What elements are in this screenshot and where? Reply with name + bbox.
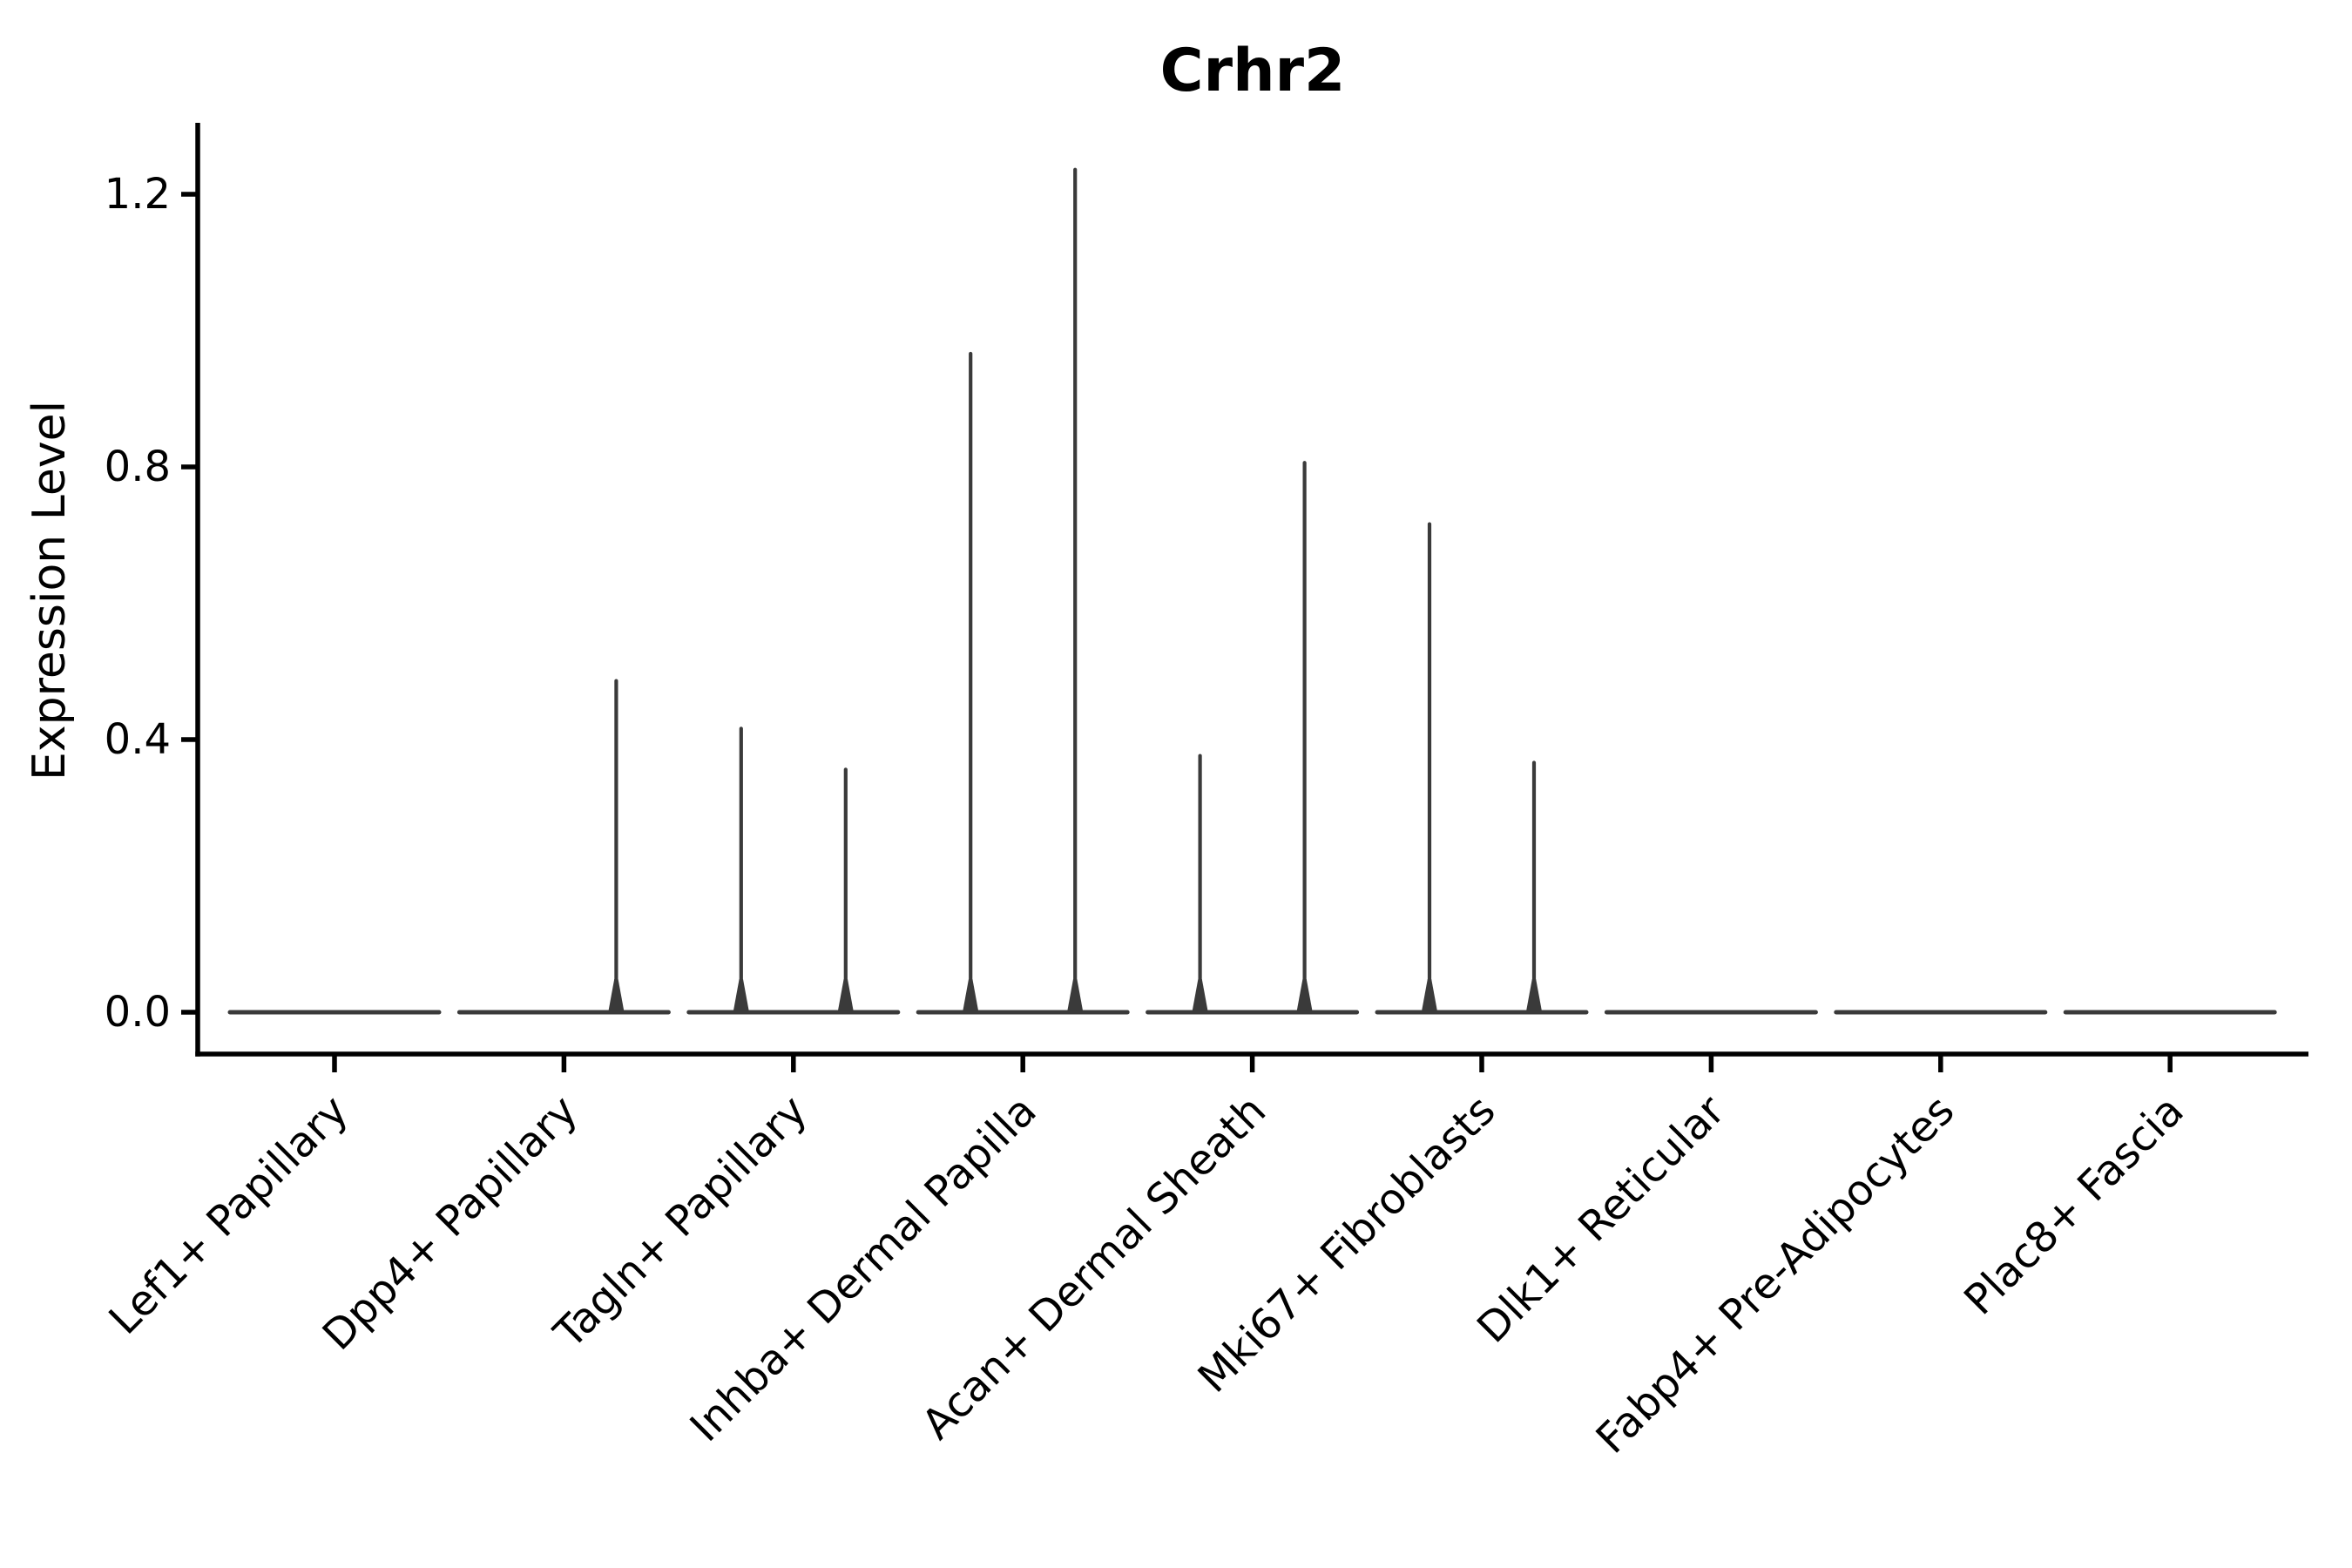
violin-group xyxy=(916,167,1130,1015)
y-axis-label: Expression Level xyxy=(24,401,76,781)
y-tick-label: 0.8 xyxy=(105,443,171,491)
chart-title: Crhr2 xyxy=(1160,37,1346,105)
y-tick-label: 0.4 xyxy=(105,715,171,764)
x-tick-label: Dlk1+ Reticular xyxy=(1468,1086,1734,1353)
violin-group xyxy=(686,727,901,1015)
violin-group xyxy=(1146,461,1360,1015)
axes xyxy=(195,123,2308,1057)
y-axis-ticks: 0.0 0.4 0.8 1.2 xyxy=(105,170,198,1037)
y-tick-label: 0.0 xyxy=(105,988,171,1037)
x-tick-label: Lef1+ Papillary xyxy=(100,1086,358,1344)
x-tick-label: Dpp4+ Papillary xyxy=(314,1086,587,1360)
violin-group xyxy=(1375,522,1589,1015)
violins-layer xyxy=(227,167,2277,1015)
x-tick-label: Tagln+ Papillary xyxy=(544,1086,816,1358)
x-tick-label: Plac8+ Fascia xyxy=(1955,1086,2193,1325)
y-tick-label: 1.2 xyxy=(105,170,171,219)
violin-group xyxy=(456,679,671,1015)
